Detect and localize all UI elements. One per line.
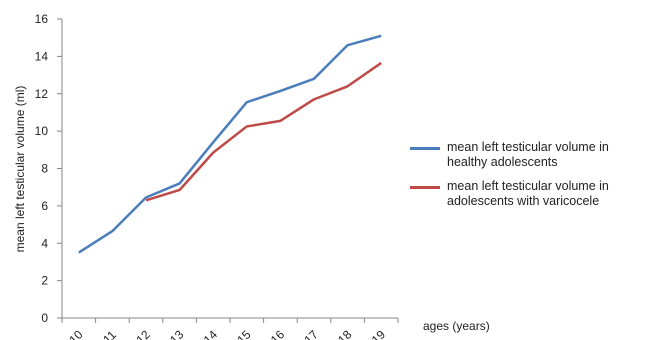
y-tick-label: 10: [35, 124, 49, 138]
x-tick-label: 18: [335, 327, 355, 340]
y-tick-label: 12: [35, 87, 49, 101]
series-line-healthy: [78, 34, 382, 254]
y-tick-label: 8: [41, 162, 48, 176]
y-tick-label: 16: [35, 12, 49, 26]
series-layer: [78, 34, 382, 254]
x-axis-title: ages (years): [423, 319, 490, 333]
legend-item-healthy: mean left testicular volume in healthy a…: [410, 140, 645, 170]
legend-swatch-varicocele: [410, 186, 440, 189]
y-tick-label: 0: [41, 311, 48, 325]
y-axis-ticks: 0 2 4 6 8 10 12 14 16: [35, 12, 62, 325]
x-tick-label: 16: [268, 327, 288, 340]
legend-swatch-healthy: [410, 147, 440, 150]
x-tick-label: 15: [234, 327, 254, 340]
legend-label-healthy: mean left testicular volume in healthy a…: [447, 140, 609, 169]
x-tick-label: 13: [167, 327, 187, 340]
x-tick-label: 14: [201, 327, 221, 340]
x-tick-label: 12: [133, 327, 153, 340]
x-tick-label: 10: [66, 327, 86, 340]
y-tick-label: 6: [41, 199, 48, 213]
y-axis-title: mean left testicular volume (ml): [13, 86, 27, 253]
legend-label-varicocele: mean left testicular volume in adolescen…: [447, 179, 609, 208]
x-tick-label: 19: [369, 327, 389, 340]
series-line-varicocele: [145, 61, 382, 202]
y-tick-label: 4: [41, 236, 48, 250]
x-tick-label: 11: [100, 328, 119, 340]
x-tick-label: 17: [301, 327, 321, 340]
legend: mean left testicular volume in healthy a…: [410, 140, 645, 218]
y-tick-label: 14: [35, 49, 49, 63]
legend-item-varicocele: mean left testicular volume in adolescen…: [410, 179, 645, 209]
y-tick-label: 2: [41, 274, 48, 288]
x-axis-ticks: 10 11 12 13 14 15 16 17 18 19: [61, 318, 399, 340]
